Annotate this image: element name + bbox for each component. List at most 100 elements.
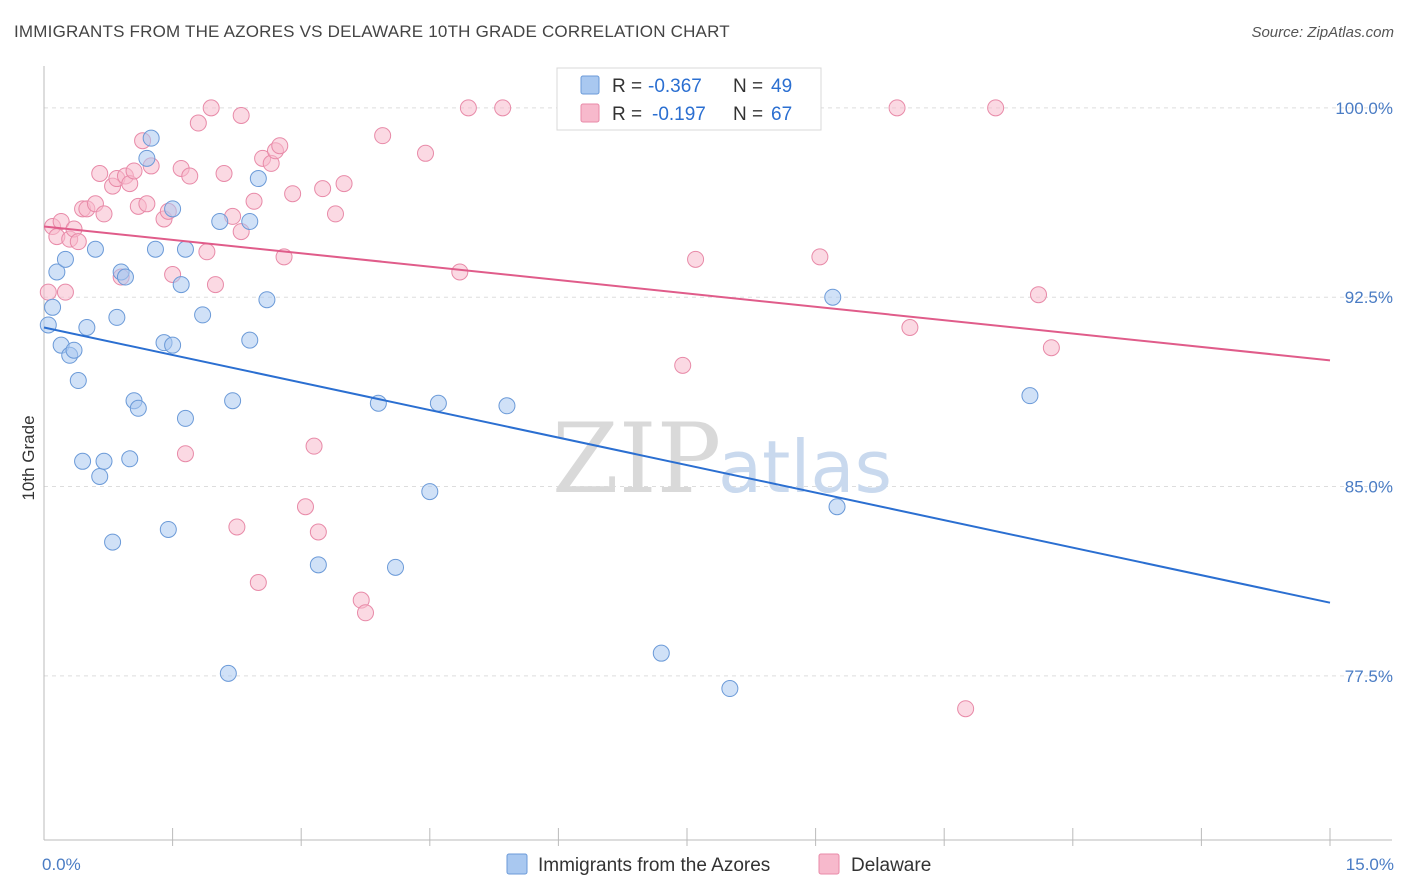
data-point-azores: [176, 240, 194, 258]
data-point-azores: [498, 397, 516, 415]
data-point-delaware: [957, 700, 975, 718]
series-legend-label-azores: Immigrants from the Azores: [538, 855, 770, 876]
data-point-azores: [176, 409, 194, 427]
data-point-delaware: [245, 192, 263, 210]
data-point-azores: [224, 392, 242, 410]
data-point-azores: [421, 483, 439, 501]
legend-r-label-blue: R =: [612, 76, 642, 97]
data-point-delaware: [901, 319, 919, 337]
data-point-delaware: [176, 445, 194, 463]
data-point-azores: [249, 170, 267, 188]
series-legend-label-delaware: Delaware: [851, 855, 931, 876]
data-point-azores: [104, 533, 122, 551]
legend-n-label-blue: N =: [733, 76, 763, 97]
x-tick-labels: 0.0% 15.0%: [42, 855, 1394, 874]
y-axis-label: 10th Grade: [19, 415, 38, 500]
legend-r-label-pink: R =: [612, 104, 642, 125]
data-point-delaware: [56, 283, 74, 301]
data-point-azores: [108, 308, 126, 326]
data-point-azores: [65, 341, 83, 359]
data-point-delaware: [249, 573, 267, 591]
data-point-delaware: [357, 604, 374, 622]
data-point-azores: [95, 452, 113, 470]
data-point-delaware: [417, 144, 435, 162]
data-point-azores: [48, 263, 66, 281]
data-point-delaware: [494, 99, 512, 117]
data-point-delaware: [326, 205, 344, 223]
data-point-delaware: [69, 233, 87, 251]
data-point-azores: [78, 319, 96, 337]
stats-legend: R = -0.367 N = 49 R = -0.197 N = 67: [556, 67, 822, 131]
data-point-delaware: [125, 162, 143, 180]
data-point-azores: [429, 394, 447, 412]
data-point-azores: [258, 291, 276, 309]
data-point-azores: [164, 336, 182, 354]
legend-r-value-pink: -0.197: [652, 104, 706, 125]
data-point-delaware: [181, 167, 199, 185]
data-point-azores: [1021, 387, 1039, 405]
data-point-azores: [721, 680, 739, 698]
series-delaware: [39, 99, 1060, 718]
data-point-delaware: [987, 99, 1005, 117]
data-point-azores: [219, 664, 237, 682]
data-point-azores: [241, 212, 259, 230]
data-point-azores: [387, 558, 405, 576]
y-tick-labels: 100.0% 92.5% 85.0% 77.5%: [1335, 99, 1393, 686]
data-point-delaware: [1030, 286, 1048, 304]
data-point-delaware: [91, 165, 109, 183]
data-point-delaware: [305, 437, 323, 455]
data-point-azores: [146, 240, 164, 258]
y-tick-label: 92.5%: [1345, 288, 1393, 307]
series-legend-swatch-delaware: [818, 853, 840, 875]
data-point-delaware: [1042, 339, 1060, 357]
data-point-azores: [74, 452, 92, 470]
data-point-delaware: [232, 106, 250, 124]
data-point-delaware: [206, 276, 224, 294]
data-point-azores: [69, 372, 87, 390]
series-legend-swatch-azores: [506, 853, 528, 875]
legend-n-value-pink: 67: [771, 104, 792, 125]
data-point-delaware: [198, 243, 216, 261]
data-point-azores: [91, 467, 109, 485]
data-point-azores: [116, 268, 134, 286]
watermark: ZIP atlas: [552, 403, 892, 515]
x-tick-label: 15.0%: [1346, 855, 1394, 874]
data-point-azores: [824, 288, 842, 306]
data-point-delaware: [335, 175, 353, 193]
data-point-delaware: [138, 195, 156, 213]
data-point-azores: [44, 298, 62, 316]
data-point-azores: [142, 129, 160, 147]
data-point-delaware: [374, 127, 392, 145]
data-point-delaware: [189, 114, 207, 132]
data-point-delaware: [674, 356, 692, 374]
data-point-delaware: [202, 99, 220, 117]
data-point-delaware: [296, 498, 314, 516]
legend-r-value-blue: -0.367: [648, 76, 702, 97]
data-point-delaware: [687, 250, 705, 268]
axes: [43, 66, 1392, 846]
data-point-delaware: [459, 99, 477, 117]
data-point-azores: [241, 331, 259, 349]
trend-line-azores: [43, 326, 1331, 604]
data-point-azores: [164, 200, 182, 218]
legend-swatch-blue: [580, 75, 600, 95]
data-point-azores: [828, 498, 846, 516]
data-point-azores: [86, 240, 104, 258]
trend-line-delaware: [43, 225, 1331, 362]
watermark-atlas: atlas: [718, 425, 892, 509]
data-point-azores: [138, 149, 156, 167]
data-point-azores: [194, 306, 212, 324]
data-point-delaware: [228, 518, 246, 536]
data-point-delaware: [52, 212, 70, 230]
data-point-delaware: [309, 523, 327, 541]
data-point-delaware: [271, 137, 289, 155]
data-point-azores: [309, 556, 327, 574]
data-point-delaware: [451, 263, 469, 281]
data-point-azores: [211, 212, 229, 230]
data-point-delaware: [95, 205, 113, 223]
y-tick-label: 85.0%: [1345, 478, 1393, 497]
chart-source: Source: ZipAtlas.com: [1251, 24, 1394, 41]
data-point-azores: [172, 276, 190, 294]
data-point-delaware: [811, 248, 829, 266]
